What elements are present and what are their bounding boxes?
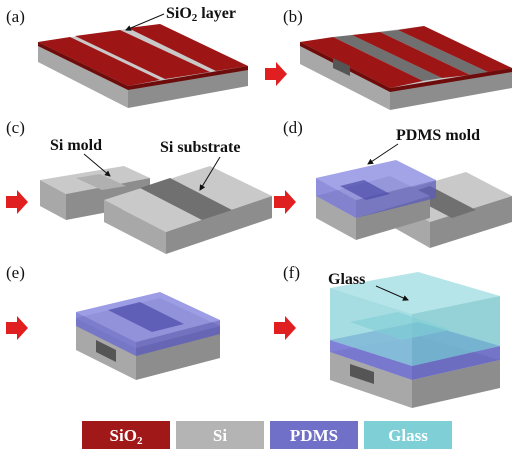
si-substrate-label: Si substrate bbox=[160, 139, 240, 156]
sio2-strip-2 bbox=[75, 30, 210, 79]
panel-f: (f) Glass bbox=[274, 263, 500, 408]
si-slab-front bbox=[38, 42, 128, 108]
si-mold-front bbox=[40, 180, 66, 220]
panel-b-label: (b) bbox=[283, 7, 303, 26]
sio2-edge bbox=[38, 42, 128, 90]
panel-d-label: (d) bbox=[283, 118, 303, 137]
pdms-mold-side bbox=[356, 180, 436, 218]
sio2-strip-1 bbox=[300, 37, 423, 88]
si-base-side bbox=[412, 360, 500, 408]
legend-swatch-glass bbox=[364, 421, 452, 449]
pdms-channel bbox=[340, 180, 390, 200]
pdms-channel bbox=[108, 302, 184, 332]
step-arrow-c bbox=[6, 190, 28, 214]
panel-e: (e) bbox=[6, 263, 220, 380]
panel-a: (a) SiO2 layer bbox=[6, 5, 248, 108]
sio2-leader bbox=[125, 13, 165, 31]
step-arrow-f bbox=[274, 316, 296, 340]
glass-label: Glass bbox=[328, 271, 365, 288]
si-mold-label: Si mold bbox=[50, 137, 102, 154]
panel-d: (d) PDMS mold bbox=[274, 118, 512, 248]
panel-a-label: (a) bbox=[6, 7, 25, 26]
legend-label-sio2: SiO2 bbox=[110, 426, 143, 447]
panel-c: (c) Si mold Si substrate bbox=[6, 118, 272, 254]
si-substrate-channel bbox=[140, 178, 232, 220]
si-substrate-side bbox=[166, 196, 272, 254]
si-mold-ridge bbox=[76, 174, 126, 190]
panel-f-label: (f) bbox=[283, 263, 300, 282]
glass-side bbox=[412, 296, 500, 366]
sio2-edge-side bbox=[128, 66, 248, 90]
step-arrow-d bbox=[274, 190, 296, 214]
sio2-layer-label: SiO2 layer bbox=[166, 5, 236, 24]
sio2-strip-3 bbox=[398, 26, 512, 72]
si-substrate-side bbox=[430, 196, 512, 248]
si-slab-side bbox=[128, 66, 248, 108]
si-mold-front bbox=[316, 196, 356, 240]
legend-label-pdms: PDMS bbox=[290, 426, 338, 445]
si-substrate-front bbox=[104, 200, 166, 254]
pdms-mold-front bbox=[316, 178, 356, 218]
si-slab-front bbox=[300, 42, 390, 110]
pdms-mold-leader bbox=[367, 143, 399, 165]
pdms-mold-top bbox=[316, 160, 436, 200]
glass-leader bbox=[375, 285, 409, 301]
etched-groove-1 bbox=[333, 35, 442, 81]
legend-swatch-si bbox=[176, 421, 264, 449]
sio2-strip-2 bbox=[352, 32, 470, 78]
step-arrow-a-b bbox=[265, 62, 287, 86]
si-base-notch bbox=[96, 340, 116, 362]
legend: SiO2 Si PDMS Glass bbox=[82, 421, 452, 449]
step-arrow-e bbox=[6, 316, 28, 340]
legend-swatch-pdms bbox=[270, 421, 358, 449]
si-slab-side bbox=[390, 68, 512, 110]
legend-swatch-sio2 bbox=[82, 421, 170, 449]
etched-groove-2 bbox=[380, 30, 488, 75]
pdms-layer-front bbox=[330, 340, 412, 380]
panel-c-label: (c) bbox=[6, 118, 25, 137]
panel-b: (b) bbox=[265, 7, 512, 110]
front-notch bbox=[333, 58, 350, 76]
pdms-mold-label: PDMS mold bbox=[396, 127, 480, 144]
legend-label-si: Si bbox=[213, 426, 227, 445]
panel-e-label: (e) bbox=[6, 263, 25, 282]
si-substrate-leader bbox=[199, 156, 221, 191]
pdms-layer-front bbox=[76, 312, 136, 356]
sio2-edge-side bbox=[390, 68, 512, 92]
legend-label-glass: Glass bbox=[388, 426, 428, 445]
pdms-layer-side bbox=[412, 346, 500, 380]
sio2-strip-3 bbox=[128, 24, 248, 71]
si-base-notch bbox=[350, 364, 374, 384]
si-mold-leader bbox=[83, 153, 111, 177]
si-mold-side bbox=[356, 196, 430, 240]
glass-inner-channel bbox=[350, 312, 450, 340]
sio2-strip-1 bbox=[38, 37, 160, 86]
pdms-layer-side bbox=[136, 320, 220, 356]
glass-top bbox=[330, 272, 500, 314]
